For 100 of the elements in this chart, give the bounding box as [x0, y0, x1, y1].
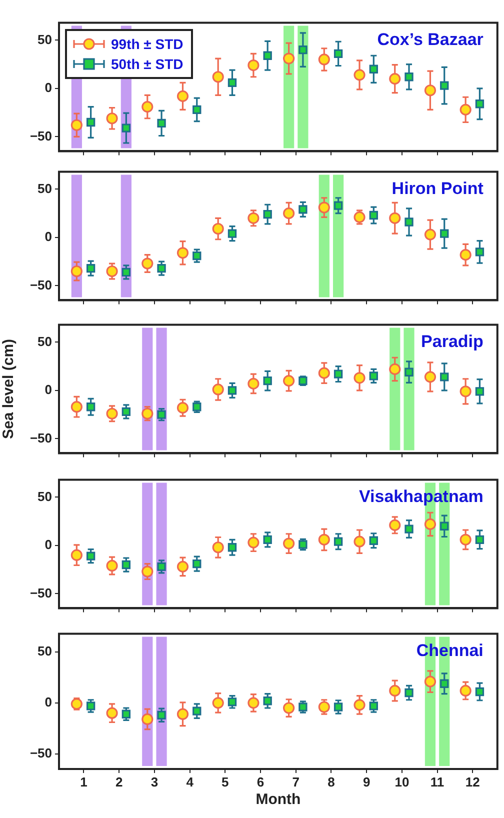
point [354, 372, 366, 384]
point [318, 367, 330, 379]
point [354, 536, 366, 548]
point [248, 212, 260, 224]
x-tick-label: 3 [150, 774, 158, 790]
y-tick-label: 0 [44, 229, 52, 244]
y-tick-label: 0 [44, 694, 52, 710]
point [192, 251, 202, 260]
point [86, 118, 96, 127]
point [318, 54, 330, 66]
point [122, 560, 131, 570]
y-tick-label: 50 [38, 488, 52, 504]
annotation: Paradip [421, 332, 484, 352]
point [122, 124, 131, 132]
point [283, 208, 295, 220]
point [440, 522, 449, 530]
point [70, 401, 82, 413]
legend-label: 50th ± STD [111, 56, 184, 72]
x-tick-label: 2 [115, 774, 123, 790]
y-tick-label: −50 [30, 585, 52, 600]
point [263, 210, 272, 219]
point [228, 78, 237, 87]
point [460, 104, 472, 116]
x-tick-label: 12 [465, 774, 480, 790]
point [404, 218, 414, 226]
point [369, 536, 378, 545]
point [228, 386, 237, 395]
point [176, 560, 189, 572]
point [86, 552, 96, 560]
point [106, 707, 118, 719]
point [475, 248, 484, 256]
point [460, 534, 472, 546]
x-tick-label: 10 [394, 774, 410, 790]
point [248, 536, 260, 548]
point [475, 535, 484, 544]
x-tick-label: 11 [430, 774, 444, 790]
point [404, 688, 414, 698]
point [369, 372, 378, 380]
point [424, 228, 436, 240]
y-tick-label: 0 [44, 537, 52, 552]
point [283, 702, 295, 714]
point [86, 702, 96, 710]
point [212, 542, 224, 554]
point [70, 265, 82, 278]
point [475, 687, 484, 696]
y-tick-label: 0 [44, 80, 52, 96]
point [460, 249, 472, 261]
point [212, 384, 224, 396]
point [106, 408, 118, 420]
point [334, 702, 343, 712]
point [86, 402, 96, 412]
point [475, 100, 484, 108]
point [440, 679, 449, 688]
x-tick-label: 6 [256, 774, 264, 790]
point [334, 201, 343, 210]
point [263, 535, 272, 544]
y-tick-label: 50 [38, 644, 52, 659]
point [389, 72, 401, 85]
point [157, 118, 166, 128]
point [369, 702, 378, 710]
point [369, 210, 378, 220]
point [142, 100, 154, 113]
y-tick-label: 0 [44, 382, 52, 398]
point [334, 49, 343, 58]
point [122, 268, 131, 277]
x-tick-label: 7 [292, 774, 300, 790]
point [389, 212, 401, 224]
point [389, 519, 401, 531]
point [424, 676, 436, 688]
point [228, 543, 237, 552]
annotation: Cox’s Bazaar [377, 30, 484, 50]
point [212, 222, 224, 235]
y-tick-label: 50 [38, 334, 52, 349]
point [212, 71, 224, 83]
legend-label: 99th ± STD [111, 36, 184, 52]
point [440, 372, 449, 382]
point [106, 560, 118, 572]
point [142, 713, 154, 725]
point [122, 407, 131, 416]
point [192, 706, 202, 716]
point [192, 559, 202, 568]
point [176, 402, 189, 414]
point [318, 202, 330, 214]
point [263, 51, 272, 60]
point [389, 363, 401, 376]
point [460, 684, 472, 697]
point [298, 45, 308, 54]
point [157, 562, 166, 572]
point [424, 371, 436, 383]
point [248, 59, 260, 72]
point [334, 370, 343, 378]
point [404, 72, 414, 82]
point [106, 112, 118, 124]
point [354, 69, 366, 81]
point [192, 105, 202, 114]
point [318, 534, 330, 546]
point [283, 538, 295, 550]
point [440, 81, 449, 90]
point [354, 699, 366, 711]
annotation: Hiron Point [392, 178, 484, 199]
